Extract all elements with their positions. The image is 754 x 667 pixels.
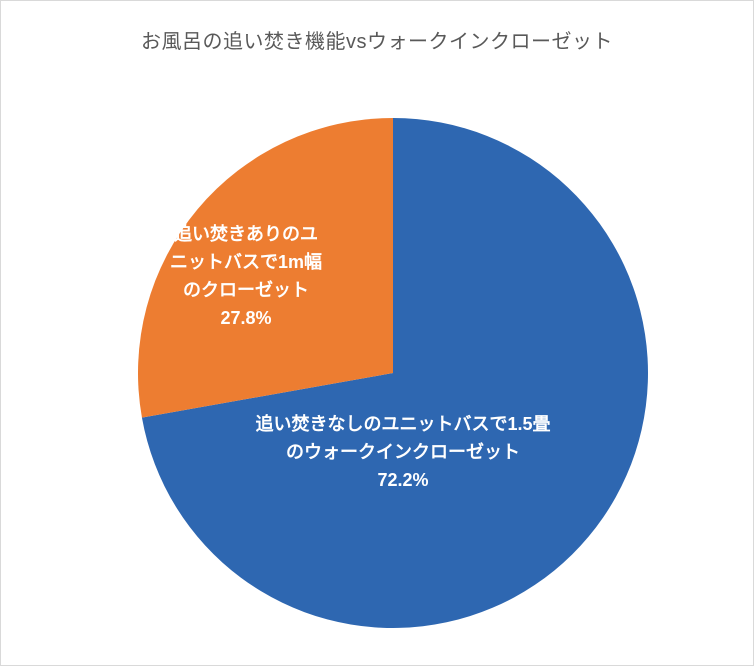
pie-slice-b xyxy=(138,118,393,418)
chart-card: お風呂の追い焚き機能vsウォークインクローゼット 追い焚きなしのユニットバスで1… xyxy=(0,0,754,666)
pie-chart xyxy=(1,1,754,667)
